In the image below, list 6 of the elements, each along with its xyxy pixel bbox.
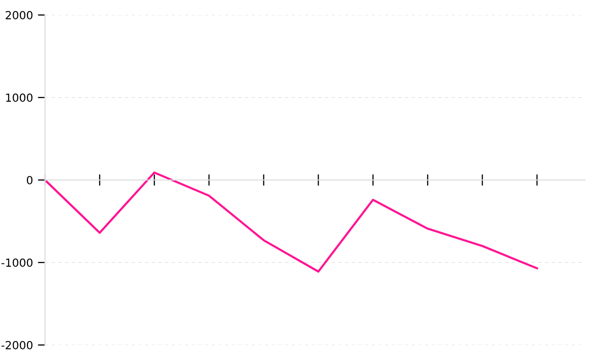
y-tick-label: -2000 [1, 340, 32, 350]
y-tick-label: 2000 [6, 10, 32, 20]
y-tick-label: 1000 [6, 93, 32, 102]
y-tick-label: 0 [26, 176, 32, 184]
line-series [45, 172, 538, 273]
y-tick-label: -1000 [1, 258, 32, 267]
